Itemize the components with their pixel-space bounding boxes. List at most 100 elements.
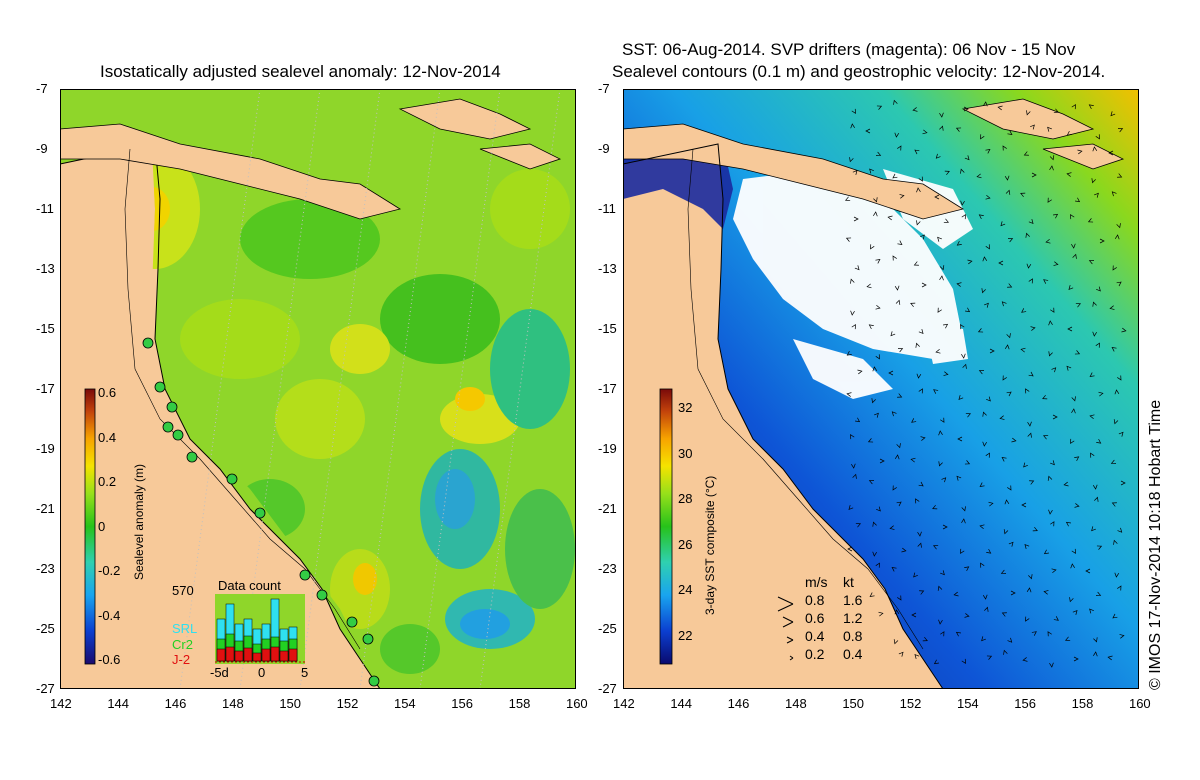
velocity-arrow [1114,572,1120,578]
lat-tick-label: -15 [36,321,55,336]
lat-tick-label: -13 [598,261,617,276]
velocity-arrow [961,353,966,359]
velocity-arrow [938,619,943,625]
velocity-arrow [997,105,1003,111]
velocity-arrow [1028,219,1034,225]
velocity-arrow [1047,197,1052,203]
velocity-arrow [1110,459,1117,464]
lat-tick-label: -21 [36,501,55,516]
velocity-arrow [1070,563,1075,569]
velocity-arrow [1092,301,1097,307]
velocity-arrow [1095,342,1100,348]
velocity-arrow [939,112,944,118]
sealevel-colorbar-label: Sealevel anomaly (m) [132,463,146,580]
colorbar-tick-label: 0.2 [98,474,117,489]
velocity-arrow [888,370,894,376]
velocity-arrow [941,477,947,483]
velocity-arrow [1049,165,1054,171]
velocity-arrow [1114,234,1120,240]
velocity-arrow [978,214,984,220]
velocity-legend-kt-header: kt [843,574,854,590]
velocity-arrow [850,433,855,440]
velocity-legend-kt-1: 1.2 [843,610,863,626]
velocity-arrow [986,548,992,554]
velocity-arrow [913,261,919,266]
velocity-arrow [1050,521,1055,527]
sealevel-colorbar [84,388,96,665]
velocity-arrow [1048,509,1053,515]
velocity-arrow [875,304,881,310]
velocity-arrow [1096,286,1101,292]
velocity-arrow [962,363,967,369]
velocity-arrow [1071,243,1076,249]
velocity-arrow [999,415,1005,420]
right-map-title-line2: Sealevel contours (0.1 m) and geostrophi… [612,62,1106,81]
data-count-series-cr2: Cr2 [172,637,193,652]
velocity-arrow [891,567,897,572]
velocity-arrow [1117,375,1122,381]
velocity-arrow [1002,145,1007,151]
velocity-arrow [1066,172,1072,177]
velocity-arrow [984,606,989,612]
velocity-arrow [1088,104,1094,110]
velocity-arrow [1053,261,1059,266]
velocity-arrow [933,659,939,665]
velocity-arrow [894,285,900,291]
velocity-arrow [1091,178,1096,184]
velocity-arrow [1064,636,1071,641]
velocity-arrow [918,481,924,487]
colorbar-tick-label: 0 [98,518,106,534]
velocity-legend-kt-0: 1.6 [843,592,863,608]
lon-tick-label: 144 [670,696,693,711]
sst-map-graphic [623,89,1139,689]
velocity-arrow [1089,372,1095,377]
velocity-arrow [943,218,950,223]
velocity-arrow [878,611,884,617]
lat-tick-label: -17 [598,381,617,396]
velocity-arrow [982,441,987,447]
velocity-arrow [849,157,854,163]
velocity-arrow [1095,134,1100,140]
sst-map[interactable] [623,89,1139,689]
left-map-title: Isostatically adjusted sealevel anomaly:… [100,62,501,81]
velocity-arrow [1073,656,1079,662]
velocity-arrow [1087,218,1094,223]
velocity-arrow [1047,475,1053,481]
velocity-arrow [932,504,938,510]
velocity-arrow [868,480,875,485]
velocity-arrow [1010,590,1016,596]
lat-tick-label: -9 [36,141,48,156]
velocity-arrow [938,430,943,436]
colorbar-tick-label: 0.6 [98,385,117,400]
velocity-arrow [956,282,962,287]
velocity-arrow [961,518,966,524]
velocity-legend-kt-2: 0.8 [843,628,863,644]
velocity-arrow [1007,238,1014,243]
velocity-arrow [1006,333,1011,339]
velocity-arrow [844,196,851,201]
velocity-arrow [1094,496,1099,502]
velocity-arrow [1052,414,1058,420]
velocity-arrow [875,151,882,156]
lat-tick-label: -9 [598,141,610,156]
velocity-arrow [917,542,922,548]
velocity-arrow [916,373,922,379]
velocity-arrow [1116,223,1121,229]
velocity-arrow [857,369,863,375]
velocity-arrow [937,236,942,242]
velocity-arrow [942,524,948,530]
velocity-arrow [978,370,985,375]
velocity-arrow [986,396,991,402]
lon-tick-label: 154 [956,696,979,711]
velocity-arrow [1075,303,1082,308]
velocity-arrow [921,282,927,288]
velocity-arrow [1074,503,1080,508]
velocity-arrow [938,461,943,467]
velocity-arrow [1070,213,1075,220]
lat-tick-label: -17 [36,381,55,396]
velocity-arrow [846,350,852,356]
sealevel-anomaly-map[interactable] [60,89,576,689]
velocity-arrow [1091,526,1096,532]
lon-tick-label: 158 [508,696,531,711]
lon-tick-label: 156 [1014,696,1036,711]
